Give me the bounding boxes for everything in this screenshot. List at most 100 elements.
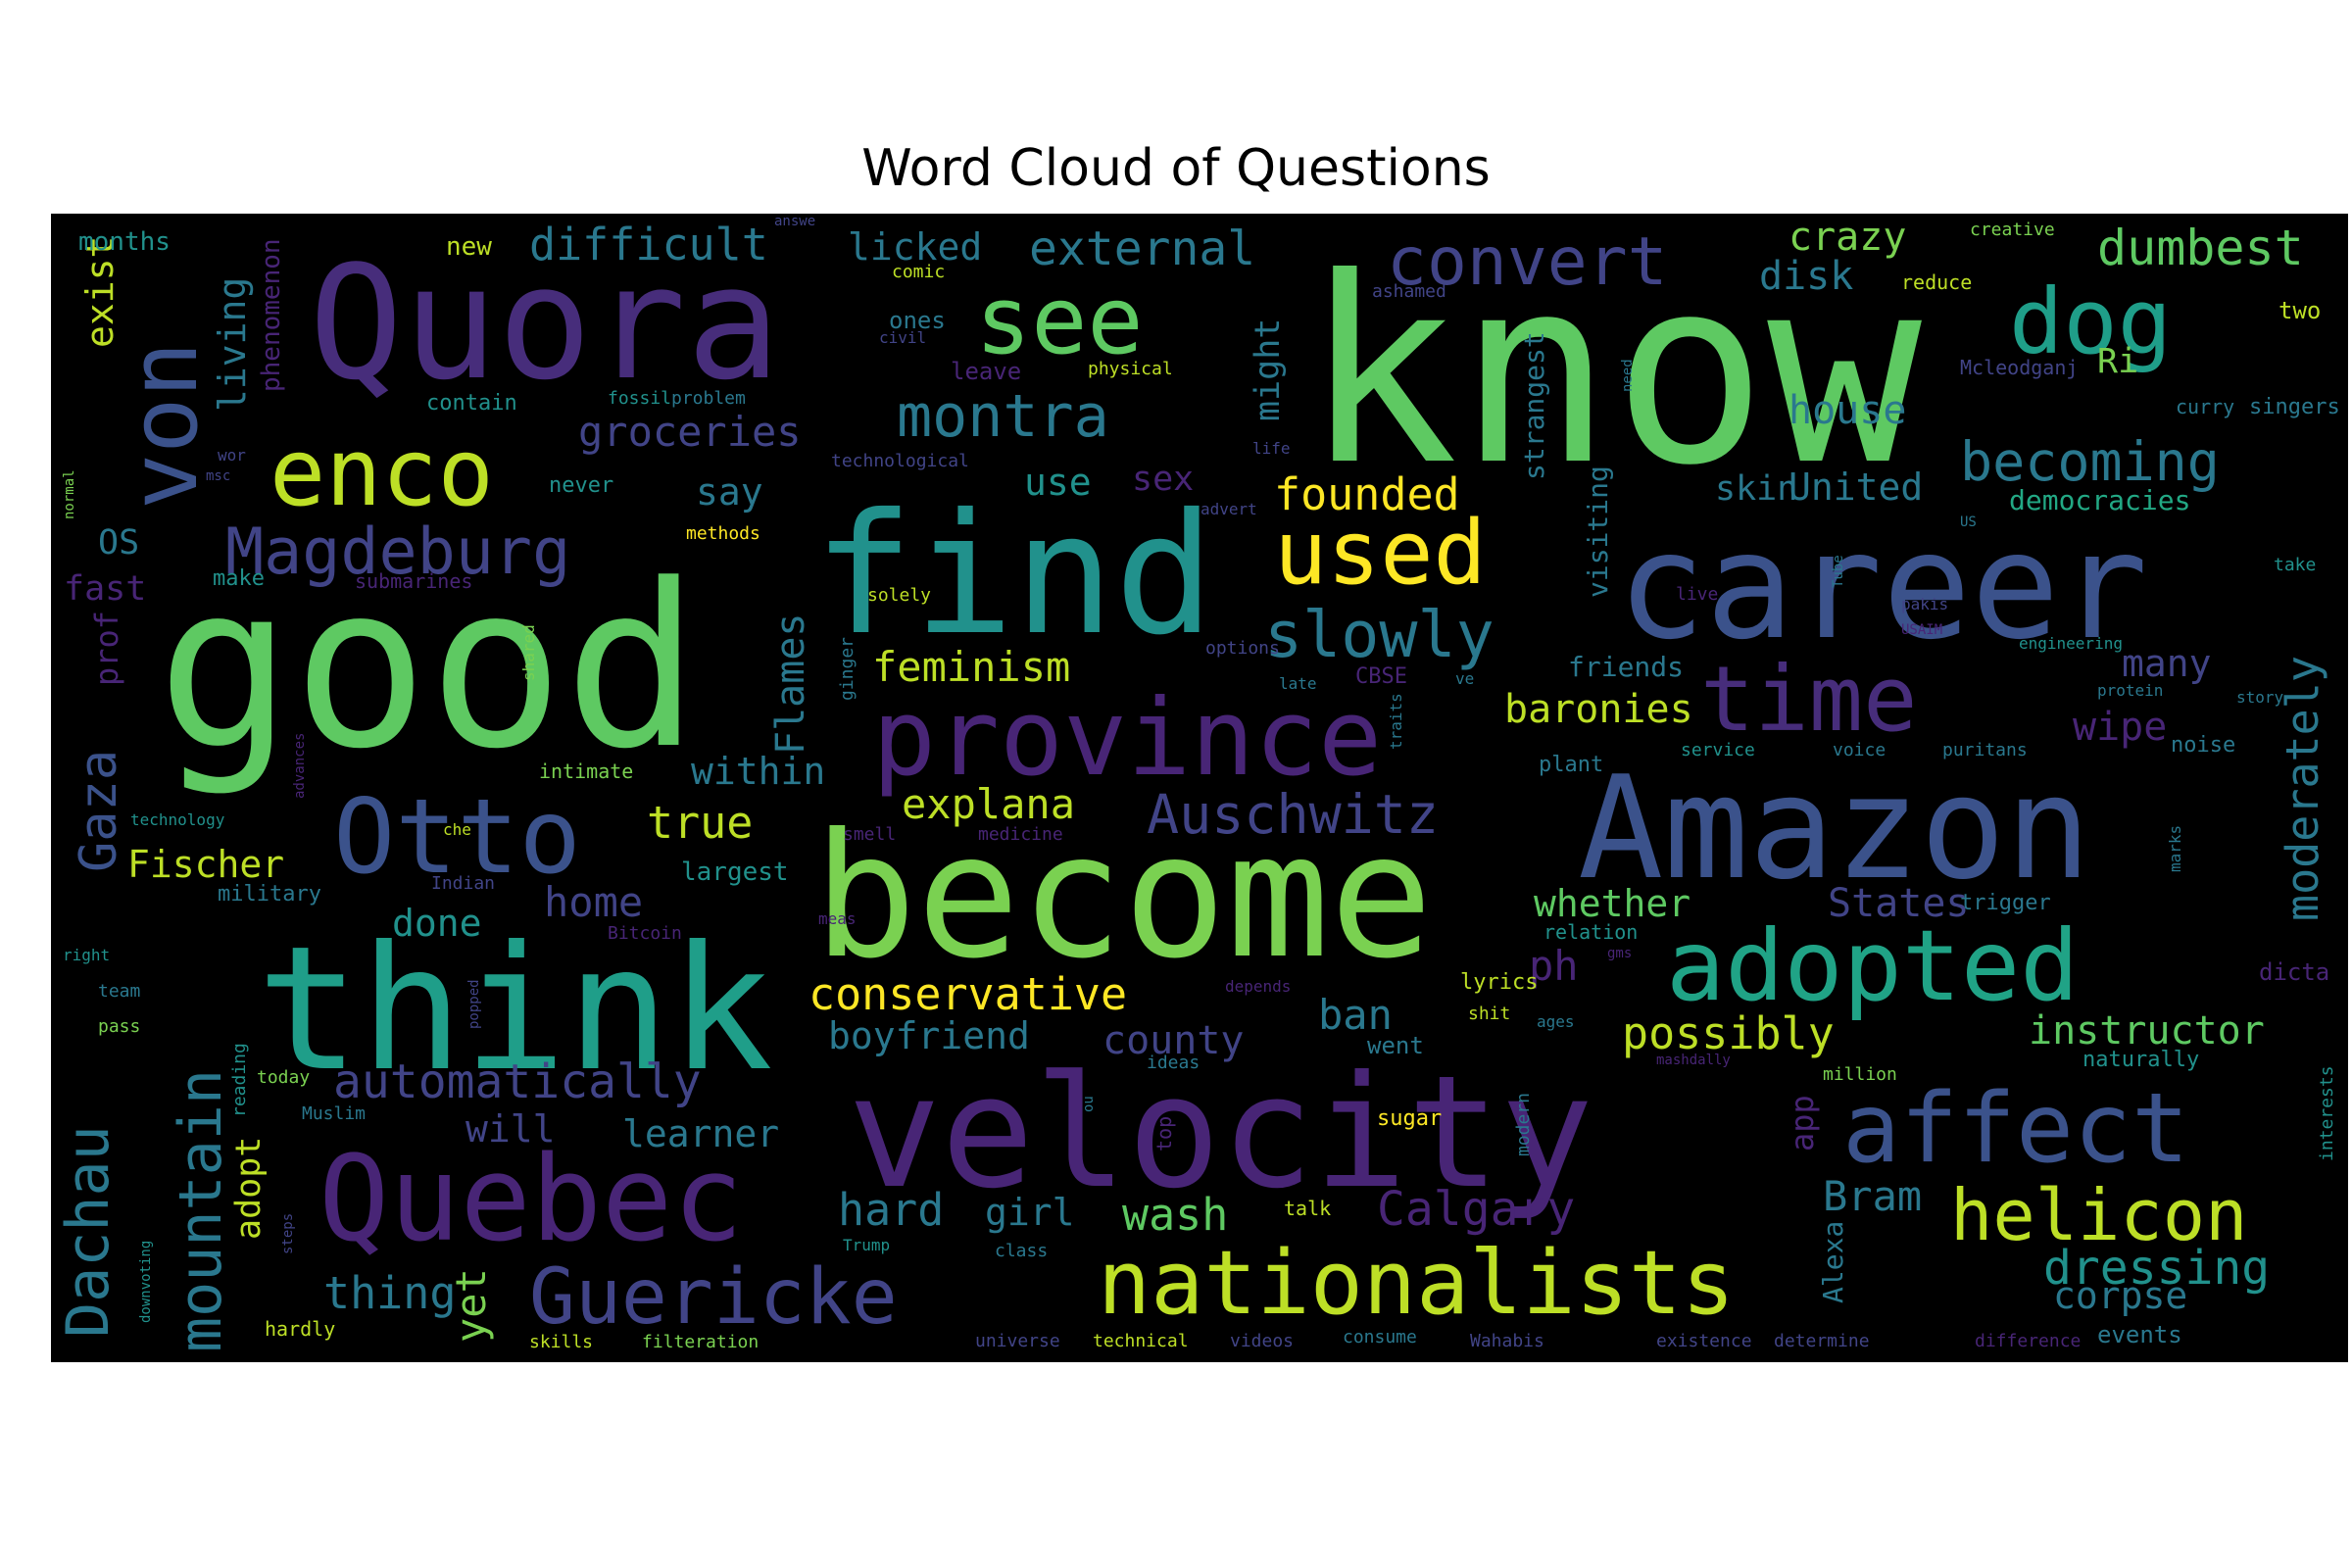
cloud-word-gms: gms <box>1607 946 1632 961</box>
cloud-word-modern: modern <box>1513 1093 1534 1156</box>
cloud-word-universe: universe <box>975 1331 1060 1351</box>
cloud-word-intimate: intimate <box>539 760 633 783</box>
cloud-word-adopted: adopted <box>1666 908 2079 1023</box>
cloud-word-know: know <box>1303 222 1924 521</box>
cloud-word-popped: popped <box>466 979 482 1029</box>
cloud-word-answe: answe <box>774 214 815 229</box>
cloud-word-alexa: Alexa <box>1817 1221 1849 1303</box>
cloud-word-visiting: visiting <box>1582 466 1614 598</box>
cloud-word-many: many <box>2122 642 2212 685</box>
cloud-word-county: county <box>1102 1018 1245 1063</box>
cloud-word-shared: shared <box>519 624 538 681</box>
cloud-word-largest: largest <box>681 858 789 887</box>
cloud-word-feminism: feminism <box>872 643 1070 691</box>
cloud-word-might: might <box>1249 318 1288 421</box>
cloud-word-msc: msc <box>206 468 230 484</box>
cloud-word-used: used <box>1274 502 1487 605</box>
cloud-word-living: living <box>211 277 254 412</box>
cloud-word-states: States <box>1828 881 1970 926</box>
cloud-word-helicon: helicon <box>1950 1174 2247 1256</box>
cloud-word-fast: fast <box>64 569 146 609</box>
cloud-word-fossil: fossil <box>608 388 671 409</box>
cloud-word-possibly: possibly <box>1622 1007 1835 1059</box>
cloud-word-think: think <box>257 910 773 1109</box>
cloud-word-top: top <box>1152 1116 1176 1152</box>
cloud-word-pakis: pakis <box>1901 595 1948 613</box>
cloud-word-von: von <box>111 341 219 510</box>
cloud-word-naturally: naturally <box>2082 1048 2199 1072</box>
cloud-word-convert: convert <box>1387 223 1668 301</box>
cloud-word-founded: founded <box>1274 468 1460 520</box>
cloud-word-ou: ou <box>1081 1096 1097 1112</box>
cloud-word-trump: Trump <box>843 1236 890 1254</box>
cloud-word-dachau: Dachau <box>54 1125 122 1338</box>
cloud-word-democracies: democracies <box>2009 484 2190 516</box>
cloud-word-gaza: Gaza <box>70 750 128 872</box>
cloud-word-province: province <box>872 677 1382 800</box>
cloud-word-career: career <box>1617 502 2148 672</box>
cloud-word-wahabis: Wahabis <box>1470 1331 1544 1351</box>
cloud-word-contain: contain <box>426 391 517 416</box>
cloud-word-learner: learner <box>622 1112 779 1155</box>
cloud-word-home: home <box>544 878 643 926</box>
cloud-word-conservative: conservative <box>808 968 1127 1020</box>
cloud-word-baronies: baronies <box>1504 687 1693 732</box>
cloud-word-steps: steps <box>280 1213 296 1254</box>
cloud-word-che: che <box>443 820 471 839</box>
cloud-word-million: million <box>1823 1064 1897 1085</box>
cloud-word-otto: Otto <box>333 777 581 897</box>
cloud-word-story: story <box>2236 688 2284 707</box>
cloud-word-auschwitz: Auschwitz <box>1147 783 1439 846</box>
cloud-word-become: become <box>813 798 1433 997</box>
cloud-word-singers: singers <box>2249 395 2340 419</box>
cloud-word-external: external <box>1029 221 1255 276</box>
cloud-word-magdeburg: Magdeburg <box>225 515 570 589</box>
cloud-word-wipe: wipe <box>2073 705 2167 750</box>
cloud-word-ideas: ideas <box>1147 1053 1200 1073</box>
cloud-word-enco: enco <box>270 419 494 527</box>
cloud-word-never: never <box>549 473 613 498</box>
cloud-word-ve: ve <box>1455 669 1474 688</box>
cloud-word-trigger: trigger <box>1960 891 2051 915</box>
cloud-word-protein: protein <box>2097 681 2163 700</box>
cloud-word-prof: prof <box>88 611 125 686</box>
cloud-word-dog: dog <box>2009 270 2172 374</box>
cloud-word-technical: technical <box>1093 1331 1189 1351</box>
cloud-word-sugar: sugar <box>1377 1106 1442 1131</box>
cloud-word-wor: wor <box>218 446 246 465</box>
cloud-word-dumbest: dumbest <box>2097 220 2304 276</box>
cloud-word-house: house <box>1788 388 1906 433</box>
cloud-word-life: life <box>1252 439 1291 458</box>
cloud-word-interests: interests <box>2317 1065 2337 1161</box>
cloud-word-os: OS <box>98 523 139 563</box>
cloud-background <box>51 214 2348 1362</box>
cloud-word-moderately: moderately <box>2277 656 2328 921</box>
cloud-word-problem: problem <box>671 388 746 409</box>
cloud-word-technological: technological <box>831 451 969 471</box>
cloud-word-licked: licked <box>848 225 982 269</box>
cloud-word-months: months <box>78 227 171 257</box>
cloud-word-boyfriend: boyfriend <box>828 1014 1030 1057</box>
cloud-word-quora: Quora <box>309 231 781 415</box>
cloud-word-mcleodganj: Mcleodganj <box>1960 356 2078 379</box>
cloud-word-ginger: ginger <box>837 637 858 701</box>
cloud-word-difference: difference <box>1975 1331 2081 1351</box>
cloud-word-make: make <box>213 566 265 591</box>
cloud-word-within: within <box>691 750 825 793</box>
cloud-word-slowly: slowly <box>1264 599 1494 672</box>
cloud-word-advert: advert <box>1200 500 1257 518</box>
cloud-word-flames: Flames <box>768 613 813 756</box>
cloud-word-today: today <box>257 1067 310 1088</box>
cloud-word-right: right <box>63 946 110 964</box>
cloud-word-civil: civil <box>879 328 926 347</box>
cloud-word-submarines: submarines <box>355 569 472 593</box>
cloud-word-filteration: filteration <box>642 1332 759 1352</box>
cloud-word-becoming: becoming <box>1960 430 2220 493</box>
cloud-word-depends: depends <box>1225 977 1291 996</box>
cloud-word-sex: sex <box>1132 460 1194 499</box>
cloud-word-wash: wash <box>1122 1189 1228 1241</box>
cloud-word-true: true <box>647 797 753 849</box>
cloud-word-hardly: hardly <box>265 1317 335 1341</box>
cloud-word-groceries: groceries <box>578 408 802 456</box>
cloud-word-went: went <box>1367 1032 1424 1059</box>
